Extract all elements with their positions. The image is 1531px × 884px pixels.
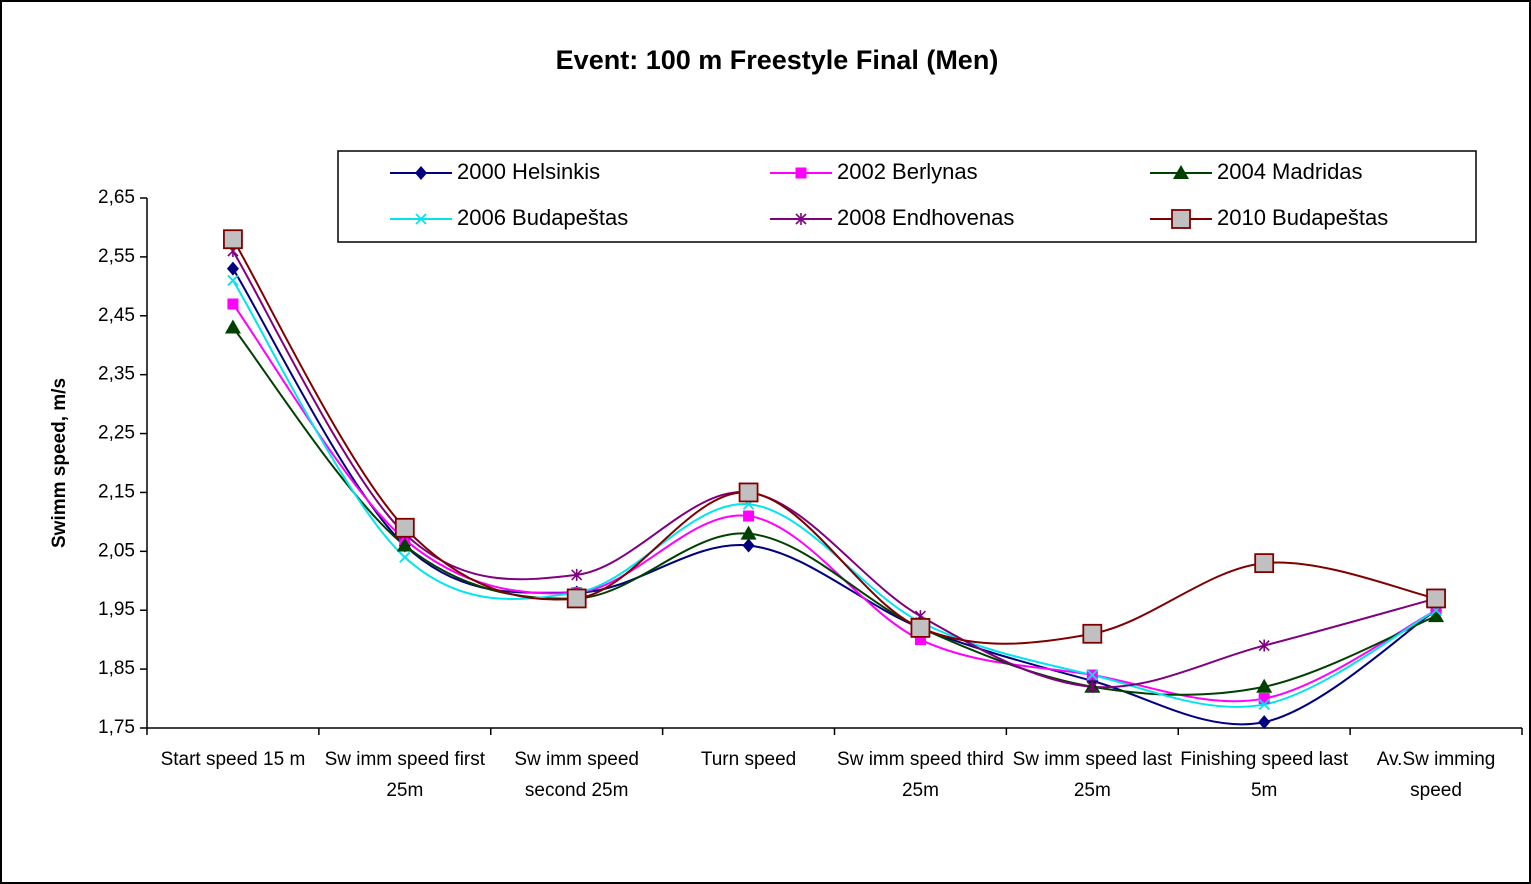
marker: [1086, 669, 1098, 681]
x-tick-label: Sw imm speed last 25m: [1012, 749, 1173, 801]
marker: [1082, 623, 1103, 644]
marker: [740, 525, 757, 540]
legend-box: [337, 150, 1477, 243]
marker: [910, 617, 931, 638]
marker: [1258, 693, 1270, 705]
chart-title: Event: 100 m Freestyle Final (Men): [556, 45, 999, 75]
marker: [1428, 608, 1445, 623]
marker: [1086, 680, 1098, 693]
marker: [223, 229, 243, 250]
y-tick-label: 1,85: [98, 658, 135, 679]
y-axis-label: Swimm speed, m/s: [49, 378, 70, 548]
legend-label: 2002 Berlynas: [837, 159, 978, 184]
marker: [226, 261, 239, 276]
marker: [914, 634, 926, 646]
y-tick-label: 2,35: [98, 364, 135, 385]
legend-label: 2000 Helsinkis: [457, 159, 600, 184]
marker: [394, 517, 415, 538]
legend-marker: [795, 167, 807, 179]
x-tick-label: Finishing speed last 5m: [1180, 749, 1349, 801]
marker: [227, 274, 239, 287]
y-tick-label: 2,55: [98, 246, 135, 267]
y-tick-label: 1,95: [98, 599, 135, 620]
legend-label: 2010 Budapeštas: [1217, 205, 1388, 230]
legend-marker: [1173, 165, 1189, 179]
marker: [1256, 678, 1273, 693]
marker: [224, 319, 241, 334]
marker: [1426, 588, 1446, 609]
y-tick-label: 2,25: [98, 423, 135, 444]
y-tick-label: 2,45: [98, 305, 135, 326]
marker: [1254, 553, 1275, 574]
legend-label: 2004 Madridas: [1217, 159, 1363, 184]
y-tick-label: 1,75: [98, 717, 135, 738]
marker: [1258, 698, 1270, 711]
legend-label: 2006 Budapeštas: [457, 205, 628, 230]
legend-marker: [415, 166, 427, 180]
legend-marker: [795, 213, 807, 225]
legend-marker: [415, 213, 427, 225]
marker: [566, 588, 587, 609]
marker: [227, 298, 239, 310]
marker: [399, 551, 411, 563]
x-tick-label: Sw imm speed third 25m: [837, 749, 1004, 801]
legend-label: 2008 Endhovenas: [837, 205, 1014, 230]
marker: [1258, 639, 1270, 652]
x-tick-label: Av.Sw imming speed: [1376, 749, 1496, 801]
x-tick-label: Start speed 15 m: [160, 749, 306, 770]
legend-marker: [1171, 209, 1191, 229]
x-tick-label: Sw imm speed second 25m: [514, 749, 639, 801]
marker: [396, 537, 413, 552]
marker: [1258, 715, 1271, 730]
marker: [743, 510, 755, 522]
marker: [738, 482, 759, 503]
marker: [571, 568, 583, 581]
y-tick-label: 2,05: [98, 540, 135, 561]
y-tick-label: 2,65: [98, 187, 135, 208]
x-tick-label: Turn speed: [700, 749, 797, 770]
y-tick-label: 2,15: [98, 481, 135, 502]
x-tick-label: Sw imm speed first 25m: [324, 749, 486, 801]
marker: [742, 538, 755, 553]
